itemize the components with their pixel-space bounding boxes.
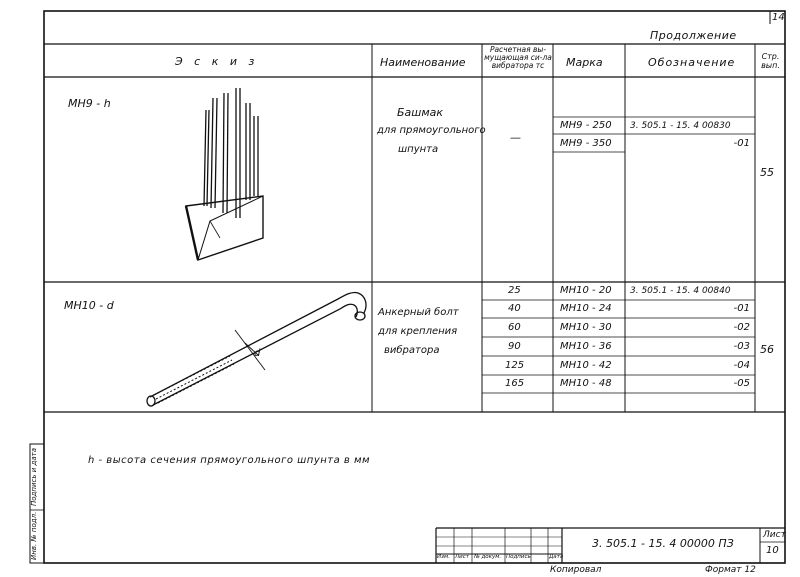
mark-cell: МН10 - 20 xyxy=(560,285,612,296)
copied-label: Копировал xyxy=(550,565,602,575)
side-stamp-inventory: Инв. № подл. xyxy=(30,511,38,560)
mark-cell: МН10 - 36 xyxy=(560,341,612,352)
mark-cell: МН10 - 42 xyxy=(560,360,612,371)
sheet-number: 10 xyxy=(766,545,779,556)
document-code: 3. 505.1 - 15. 4 00000 ПЗ xyxy=(592,537,734,550)
column-header-sketch: Э с к и з xyxy=(175,55,259,68)
tb-header: Изм. xyxy=(437,554,450,560)
tb-header: Лист xyxy=(455,554,469,560)
force-cell: 165 xyxy=(505,378,525,389)
designation-cell: 3. 505.1 - 15. 4 00830 xyxy=(630,121,731,131)
column-header-name: Наименование xyxy=(380,56,466,69)
footnote: h - высота сечения прямоугольного шпунта… xyxy=(88,455,371,466)
tb-header: Дата xyxy=(549,554,564,560)
item-name-line: вибратора xyxy=(384,345,440,356)
column-header-mark: Марка xyxy=(566,56,603,69)
sheet-label: Лист xyxy=(763,530,786,540)
item-name-line: для крепления xyxy=(378,326,458,337)
dimension-label: d xyxy=(254,348,261,359)
item-name-line: для прямоугольного xyxy=(377,125,486,136)
shoe-sketch-icon xyxy=(184,88,264,261)
page-number: 55 xyxy=(760,166,774,179)
force-cell: 90 xyxy=(508,341,521,352)
sketch-label: МН9 - h xyxy=(68,97,111,110)
format-label: Формат 12 xyxy=(705,565,756,575)
mark-cell: МН10 - 24 xyxy=(560,303,612,314)
designation-cell: -04 xyxy=(733,360,750,371)
mark-cell: МН9 - 250 xyxy=(560,120,612,131)
item-name-line: шпунта xyxy=(398,144,439,155)
column-header-page: Стр. вып. xyxy=(761,52,780,70)
designation-cell: -01 xyxy=(733,303,750,314)
mark-cell: МН9 - 350 xyxy=(560,138,612,149)
mark-cell: МН10 - 30 xyxy=(560,322,612,333)
sheet-corner-number: 14 xyxy=(772,12,785,23)
force-value: — xyxy=(510,131,521,144)
continuation-label: Продолжение xyxy=(650,29,737,42)
item-name-line: Башмак xyxy=(397,106,444,119)
mark-cell: МН10 - 48 xyxy=(560,378,612,389)
designation-cell: -03 xyxy=(733,341,750,352)
anchor-bolt-sketch-icon xyxy=(146,291,367,407)
column-header-designation: Обозначение xyxy=(648,56,736,69)
tb-header: Подпись xyxy=(506,554,531,560)
side-stamp-signature: Подпись и дата xyxy=(30,448,38,506)
page-number: 56 xyxy=(760,343,774,356)
designation-cell: -05 xyxy=(733,378,750,389)
force-cell: 125 xyxy=(505,360,525,371)
column-header-force: Расчетная вы-мущающая си-ла вибратора тс xyxy=(484,45,552,70)
designation-cell: -01 xyxy=(733,138,750,149)
sketch-label: МН10 - d xyxy=(64,299,114,312)
tb-header: № докум. xyxy=(474,554,502,560)
force-cell: 25 xyxy=(508,285,521,296)
force-cell: 40 xyxy=(508,303,521,314)
force-cell: 60 xyxy=(508,322,521,333)
designation-cell: -02 xyxy=(733,322,750,333)
designation-cell: 3. 505.1 - 15. 4 00840 xyxy=(630,286,731,296)
item-name-line: Анкерный болт xyxy=(378,307,459,318)
